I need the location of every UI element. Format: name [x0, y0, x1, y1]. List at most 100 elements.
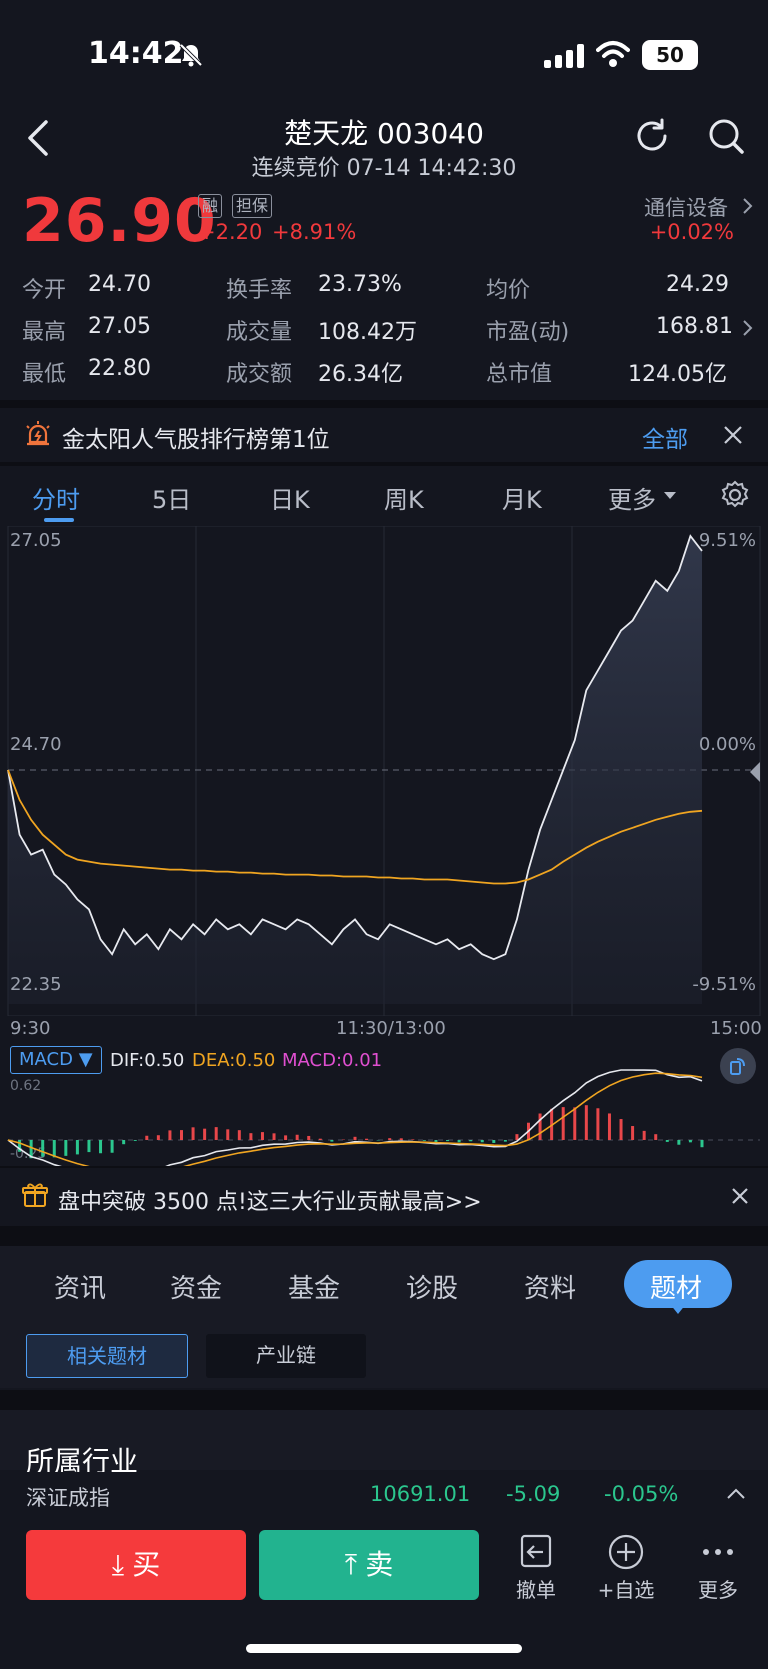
mute-bell-icon	[179, 43, 203, 67]
tab-diagnosis[interactable]: 诊股	[406, 1274, 459, 1304]
chevron-right-icon[interactable]	[740, 196, 754, 216]
tab-capital[interactable]: 资金	[170, 1274, 223, 1304]
search-icon[interactable]	[706, 116, 746, 156]
tab-more[interactable]: 更多	[608, 486, 656, 514]
market-cap-value: 124.05亿	[628, 362, 727, 387]
gift-icon	[22, 1183, 48, 1207]
indicator-select[interactable]: MACD ▼	[10, 1046, 102, 1074]
tab-5day[interactable]: 5日	[152, 486, 192, 514]
price-area	[8, 536, 702, 1004]
y-tick-bottom: 22.35	[10, 974, 62, 995]
more-label[interactable]: 更多	[698, 1578, 738, 1602]
x-tick-midday: 11:30/13:00	[336, 1018, 446, 1039]
gear-icon[interactable]	[720, 480, 750, 510]
tab-news[interactable]: 资讯	[54, 1274, 107, 1304]
x-tick-open: 9:30	[10, 1018, 51, 1039]
price-line	[7, 534, 703, 961]
sell-button[interactable]: ⤒ 卖	[259, 1530, 479, 1600]
macd-value: MACD:0.01	[282, 1050, 383, 1071]
macd-dea: DEA:0.50	[192, 1050, 276, 1071]
sell-arrow-icon: ⤒	[344, 1548, 358, 1581]
buy-button[interactable]: ⤓ 买	[26, 1530, 246, 1600]
divider	[0, 400, 768, 408]
caret-down-icon[interactable]	[664, 492, 676, 500]
banner-all-link[interactable]: 全部	[642, 427, 688, 453]
y-tick-mid: 24.70	[10, 734, 62, 755]
margin-tag: 融	[198, 194, 223, 218]
status-time: 14:42	[88, 36, 184, 71]
rotate-icon	[730, 1058, 745, 1075]
section-panel	[0, 1410, 768, 1470]
wifi-icon	[596, 41, 630, 67]
y-tick-top: 27.05	[10, 530, 62, 551]
y-right-tick-bottom: -9.51%	[692, 974, 756, 995]
buy-label: 买	[132, 1548, 161, 1581]
indicator-label: MACD	[19, 1049, 73, 1070]
add-watchlist-label[interactable]: +自选	[597, 1578, 655, 1602]
x-tick-close: 15:00	[710, 1018, 762, 1039]
pe-value[interactable]: 168.81	[656, 314, 733, 339]
cancel-order-icon[interactable]	[516, 1532, 556, 1572]
avg-price-line	[7, 769, 703, 885]
market-cap-label: 总市值	[486, 362, 553, 387]
macd-chart[interactable]: 0.62 -0.25	[0, 1048, 768, 1166]
divider	[0, 1166, 768, 1168]
add-watchlist-icon[interactable]	[606, 1532, 646, 1572]
tab-funds[interactable]: 基金	[288, 1274, 341, 1304]
index-value: 10691.01	[370, 1482, 471, 1506]
price-change-pct: +8.91%	[272, 220, 357, 244]
price-change: +2.20	[198, 220, 263, 244]
avg-price-label: 均价	[486, 278, 531, 303]
cellular-signal-icon	[544, 44, 584, 68]
macd-top-tick: 0.62	[10, 1078, 41, 1094]
tab-profile[interactable]: 资料	[524, 1274, 577, 1304]
low-value: 22.80	[88, 356, 151, 381]
collapse-arrow-icon[interactable]	[750, 762, 760, 782]
macd-dea-line	[7, 1072, 703, 1166]
more-dots-icon[interactable]	[698, 1532, 738, 1572]
y-right-tick-top: 9.51%	[699, 530, 756, 551]
active-tab-indicator	[44, 518, 74, 522]
industry-change: +0.02%	[649, 220, 734, 244]
tab-daily-k[interactable]: 日K	[270, 486, 310, 514]
intraday-chart[interactable]: 27.05 24.70 22.35 9.51% 0.00% -9.51%	[0, 526, 768, 1016]
tab-weekly-k[interactable]: 周K	[384, 486, 424, 514]
index-bar[interactable]	[0, 1472, 768, 1516]
tab-intraday[interactable]: 分时	[32, 486, 80, 514]
cancel-order-label[interactable]: 撤单	[516, 1578, 556, 1602]
tab-theme[interactable]: 题材	[650, 1274, 703, 1304]
section-gap	[0, 1390, 768, 1410]
refresh-icon[interactable]	[632, 116, 672, 156]
chevron-right-icon[interactable]	[740, 318, 754, 338]
trading-status: 连续竞价 07-14 14:42:30	[251, 156, 517, 181]
volume-label: 成交量	[226, 320, 293, 345]
turnover-rate-value: 23.73%	[318, 272, 402, 297]
home-indicator[interactable]	[246, 1644, 522, 1653]
sell-label: 卖	[365, 1548, 394, 1581]
buy-arrow-icon: ⤓	[111, 1548, 125, 1581]
y-right-tick-mid: 0.00%	[699, 734, 756, 755]
turnover-rate-label: 换手率	[226, 278, 293, 303]
volume-value: 108.42万	[318, 320, 417, 345]
close-icon[interactable]	[722, 424, 744, 446]
close-icon[interactable]	[730, 1186, 750, 1206]
last-price: 26.90	[22, 186, 217, 256]
high-value: 27.05	[88, 314, 151, 339]
back-chevron-icon[interactable]	[24, 118, 52, 158]
pe-label[interactable]: 市盈(动)	[486, 320, 570, 345]
rotate-screen-button[interactable]	[720, 1048, 756, 1084]
alarm-icon	[26, 421, 50, 446]
chevron-up-icon[interactable]	[726, 1488, 746, 1500]
divider	[0, 462, 768, 466]
chip-industry-chain[interactable]: 产业链	[206, 1334, 366, 1378]
chip-related-themes[interactable]: 相关题材	[26, 1334, 188, 1378]
promo-link[interactable]: 盘中突破 3500 点!这三大行业贡献最高>>	[58, 1190, 482, 1215]
amount-label: 成交额	[226, 362, 293, 387]
rank-banner-text[interactable]: 金太阳人气股排行榜第1位	[62, 427, 330, 453]
index-name: 深证成指	[26, 1486, 110, 1510]
section-title: 所属行业	[26, 1445, 139, 1472]
tab-theme-pill[interactable]	[624, 1260, 732, 1308]
tab-monthly-k[interactable]: 月K	[502, 486, 542, 514]
industry-link[interactable]: 通信设备	[644, 196, 728, 220]
index-change: -5.09	[506, 1482, 561, 1506]
